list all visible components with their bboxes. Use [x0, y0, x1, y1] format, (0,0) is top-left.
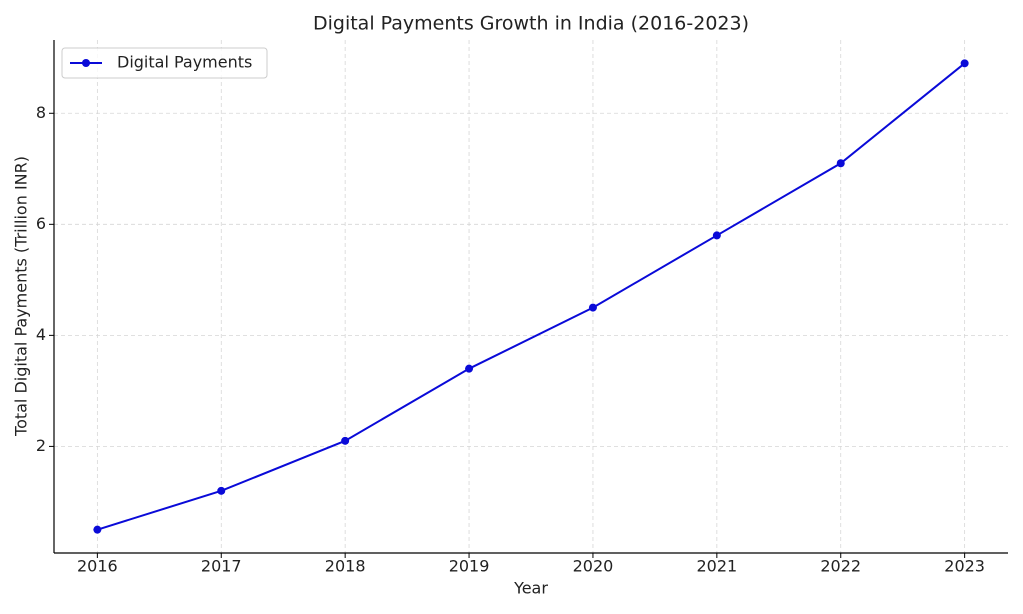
data-point	[341, 436, 350, 445]
y-tick-label: 4	[36, 325, 46, 344]
y-tick-label: 8	[36, 103, 46, 122]
data-point	[960, 59, 969, 68]
chart-title: Digital Payments Growth in India (2016-2…	[313, 13, 749, 35]
x-tick-label: 2016	[77, 557, 118, 576]
data-point	[217, 486, 226, 495]
data-point	[93, 525, 102, 534]
x-tick-label: 2019	[449, 557, 490, 576]
legend-marker	[82, 59, 90, 67]
legend-label: Digital Payments	[117, 53, 252, 72]
data-point	[712, 231, 721, 240]
x-tick-label: 2017	[201, 557, 242, 576]
data-line	[97, 62, 966, 531]
data-point	[465, 364, 474, 373]
legend-box	[61, 47, 268, 79]
data-point	[588, 303, 597, 312]
x-tick-label: 2022	[820, 557, 861, 576]
x-tick-label: 2020	[573, 557, 614, 576]
x-axis-label: Year	[513, 579, 548, 598]
y-tick-label: 6	[36, 214, 46, 233]
data-point	[836, 159, 845, 168]
x-tick-label: 2021	[696, 557, 737, 576]
x-tick-label: 2018	[325, 557, 366, 576]
y-tick-label: 2	[36, 436, 46, 455]
x-tick-label: 2023	[944, 557, 985, 576]
y-axis-label: Total Digital Payments (Trillion INR)	[12, 156, 31, 437]
